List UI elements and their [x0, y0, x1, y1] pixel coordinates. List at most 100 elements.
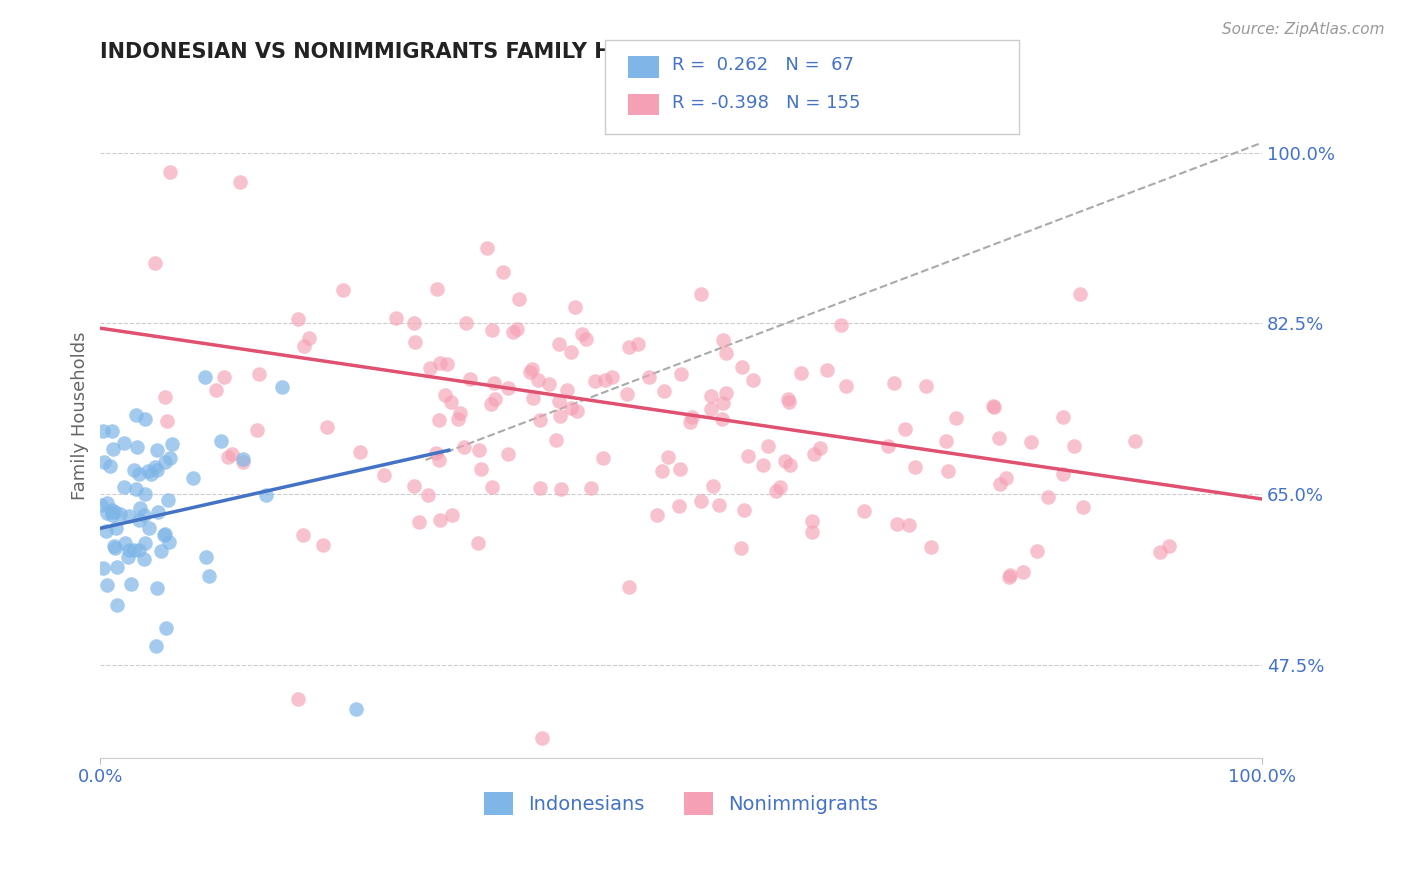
- Point: [287, 692, 309, 706]
- Point: [914, 378, 936, 392]
- Point: [645, 508, 668, 522]
- Point: [197, 569, 219, 583]
- Point: [700, 402, 723, 417]
- Point: [711, 333, 734, 347]
- Point: [538, 377, 561, 392]
- Point: [619, 580, 641, 594]
- Point: [548, 394, 571, 409]
- Point: [134, 411, 156, 425]
- Point: [699, 389, 721, 403]
- Point: [156, 414, 179, 428]
- Point: [440, 508, 463, 523]
- Point: [1019, 434, 1042, 449]
- Point: [112, 435, 135, 450]
- Point: [101, 505, 124, 519]
- Point: [835, 379, 858, 393]
- Point: [853, 504, 876, 518]
- Point: [454, 316, 477, 330]
- Point: [146, 463, 169, 477]
- Point: [1069, 286, 1091, 301]
- Point: [419, 360, 441, 375]
- Point: [638, 369, 661, 384]
- Point: [714, 385, 737, 400]
- Point: [384, 311, 406, 326]
- Point: [145, 459, 167, 474]
- Point: [245, 423, 267, 437]
- Point: [560, 401, 582, 415]
- Point: [122, 463, 145, 477]
- Point: [96, 578, 118, 592]
- Point: [651, 464, 673, 478]
- Point: [506, 322, 529, 336]
- Point: [730, 541, 752, 555]
- Point: [733, 503, 755, 517]
- Point: [298, 331, 321, 345]
- Point: [830, 318, 852, 332]
- Point: [100, 503, 122, 517]
- Point: [344, 702, 367, 716]
- Point: [453, 440, 475, 454]
- Point: [98, 458, 121, 473]
- Point: [1036, 490, 1059, 504]
- Point: [564, 301, 586, 315]
- Point: [134, 536, 156, 550]
- Point: [408, 515, 430, 529]
- Point: [707, 498, 730, 512]
- Point: [997, 570, 1019, 584]
- Point: [90, 499, 112, 513]
- Point: [332, 283, 354, 297]
- Point: [402, 478, 425, 492]
- Point: [810, 441, 832, 455]
- Point: [153, 390, 176, 404]
- Point: [579, 481, 602, 495]
- Point: [751, 458, 773, 473]
- Point: [96, 506, 118, 520]
- Point: [311, 538, 333, 552]
- Point: [886, 516, 908, 531]
- Point: [1157, 539, 1180, 553]
- Point: [689, 287, 711, 301]
- Point: [779, 458, 801, 472]
- Point: [1012, 565, 1035, 579]
- Point: [592, 450, 614, 465]
- Point: [149, 544, 172, 558]
- Point: [232, 452, 254, 467]
- Point: [416, 488, 439, 502]
- Point: [801, 514, 824, 528]
- Point: [134, 487, 156, 501]
- Point: [555, 384, 578, 398]
- Point: [292, 339, 315, 353]
- Point: [983, 399, 1005, 413]
- Point: [114, 536, 136, 550]
- Point: [159, 165, 181, 179]
- Point: [600, 799, 623, 814]
- Point: [128, 513, 150, 527]
- Point: [153, 527, 176, 541]
- Point: [987, 431, 1010, 445]
- Point: [433, 388, 456, 402]
- Point: [468, 442, 491, 457]
- Point: [104, 520, 127, 534]
- Text: R =  0.262   N =  67: R = 0.262 N = 67: [672, 56, 853, 74]
- Point: [209, 434, 232, 448]
- Point: [600, 369, 623, 384]
- Point: [484, 376, 506, 390]
- Point: [550, 482, 572, 496]
- Point: [402, 316, 425, 330]
- Point: [716, 345, 738, 359]
- Point: [589, 765, 612, 780]
- Point: [1025, 544, 1047, 558]
- Point: [349, 444, 371, 458]
- Point: [470, 462, 492, 476]
- Point: [571, 327, 593, 342]
- Point: [1052, 409, 1074, 424]
- Point: [522, 362, 544, 376]
- Point: [122, 542, 145, 557]
- Point: [669, 368, 692, 382]
- Point: [689, 494, 711, 508]
- Point: [936, 464, 959, 478]
- Point: [1063, 439, 1085, 453]
- Point: [526, 373, 548, 387]
- Point: [91, 561, 114, 575]
- Point: [567, 404, 589, 418]
